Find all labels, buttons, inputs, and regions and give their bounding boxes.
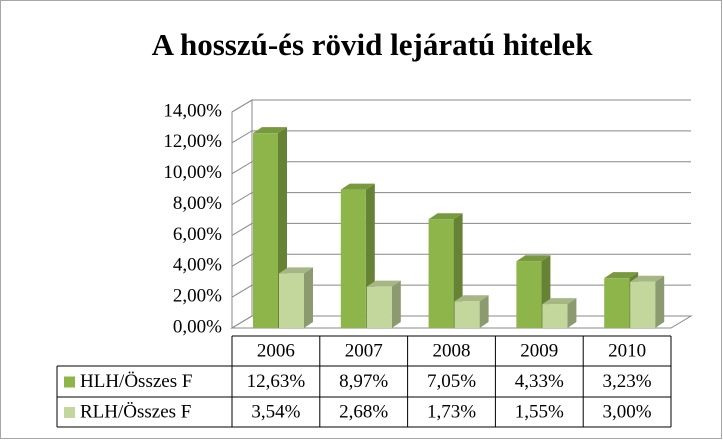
x-tick-label: 2010 [608,340,646,361]
bar-front [279,273,304,328]
bar-top [428,213,463,220]
bar-top [542,298,577,305]
bar-front [630,281,656,328]
bar-side [391,280,401,328]
table-value: 3,54% [251,401,300,422]
grid-line [231,161,691,175]
bar [366,280,401,328]
bar-front [253,133,278,328]
x-tick-label: 2008 [433,340,471,361]
table-value: 3,23% [603,371,652,392]
bar-front [340,189,366,328]
y-tick-label: 10,00% [163,162,222,183]
legend-swatch [64,376,75,388]
bar [454,295,489,328]
grid-line [231,222,691,236]
chart-title: A hosszú-és rövid lejáratú hitelek [152,27,594,62]
bar [516,255,551,328]
table-value: 7,05% [427,371,476,392]
bar-top [454,295,489,302]
y-tick-label: 8,00% [173,193,222,214]
table-value: 4,33% [515,371,564,392]
table-value: 12,63% [247,371,306,392]
bar-side [567,298,577,328]
table-value: 1,73% [427,401,476,422]
y-tick-label: 2,00% [173,286,222,307]
y-tick-label: 4,00% [173,255,222,276]
bar-front [542,304,568,328]
bar-front [516,261,542,328]
table-value: 8,97% [339,371,388,392]
bar-top [340,183,375,190]
legend-label: HLH/Összes F [80,371,192,392]
grid-line [231,130,691,144]
side-wall [231,99,253,329]
bar [630,275,665,328]
bar-side [479,295,489,328]
y-tick-label: 6,00% [173,224,222,245]
x-tick-label: 2007 [345,340,383,361]
legend-label: RLH/Összes F [80,401,191,422]
bar-front [454,301,480,328]
bar-front [366,286,392,328]
bar-top [366,280,401,287]
bar-front [604,278,630,328]
bar-front [428,219,454,328]
legend-swatch [64,407,75,418]
y-tick-label: 12,00% [163,131,222,152]
x-tick-label: 2009 [520,340,558,361]
bar [542,298,577,328]
bar-top [516,255,551,262]
bar-side [304,267,313,328]
x-tick-label: 2006 [257,340,295,361]
table-value: 2,68% [339,401,388,422]
bar [428,213,463,328]
grid-line [231,99,691,113]
grid-line [231,192,691,206]
bar-top [604,272,639,279]
y-tick-label: 14,00% [163,100,222,121]
table-value: 3,00% [603,401,652,422]
bar-top [279,267,313,274]
grid-line [231,253,691,267]
bar-top [253,127,287,134]
y-tick-label: 0,00% [173,316,222,337]
table-value: 1,55% [515,401,564,422]
bar [279,267,313,328]
bar-top [630,275,665,282]
bar-side [655,275,665,328]
